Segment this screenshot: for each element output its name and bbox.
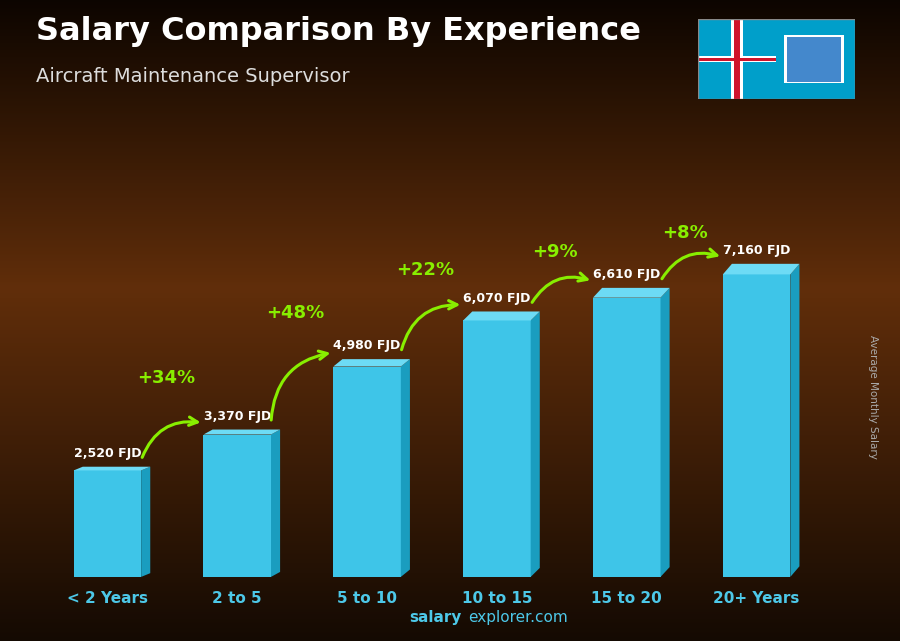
Text: Salary Comparison By Experience: Salary Comparison By Experience: [36, 16, 641, 47]
Polygon shape: [661, 288, 670, 577]
Bar: [784, 35, 844, 83]
Text: 3,370 FJD: 3,370 FJD: [203, 410, 271, 423]
Polygon shape: [400, 359, 410, 577]
Text: 2,520 FJD: 2,520 FJD: [74, 447, 141, 460]
Text: 6,070 FJD: 6,070 FJD: [464, 292, 531, 304]
Text: salary: salary: [410, 610, 462, 625]
Bar: [734, 19, 740, 99]
Bar: [731, 19, 743, 99]
Polygon shape: [333, 367, 400, 577]
Polygon shape: [593, 288, 670, 297]
Text: explorer.com: explorer.com: [468, 610, 568, 625]
Text: +9%: +9%: [533, 243, 578, 261]
Text: +34%: +34%: [137, 369, 195, 387]
Polygon shape: [723, 274, 790, 577]
Text: Average Monthly Salary: Average Monthly Salary: [868, 335, 878, 460]
Polygon shape: [203, 429, 280, 435]
Bar: [788, 37, 841, 81]
Polygon shape: [790, 264, 799, 577]
Polygon shape: [333, 359, 410, 367]
Text: Aircraft Maintenance Supervisor: Aircraft Maintenance Supervisor: [36, 67, 349, 87]
Text: 7,160 FJD: 7,160 FJD: [723, 244, 790, 257]
Polygon shape: [531, 312, 540, 577]
Text: +22%: +22%: [396, 262, 454, 279]
Polygon shape: [203, 435, 271, 577]
Polygon shape: [593, 297, 661, 577]
Polygon shape: [141, 467, 150, 577]
Polygon shape: [464, 320, 531, 577]
Bar: [698, 56, 776, 63]
Polygon shape: [723, 264, 799, 274]
Polygon shape: [74, 467, 150, 470]
Polygon shape: [464, 312, 540, 320]
Text: 4,980 FJD: 4,980 FJD: [334, 339, 400, 353]
Text: 6,610 FJD: 6,610 FJD: [593, 268, 661, 281]
Polygon shape: [271, 429, 280, 577]
Polygon shape: [74, 470, 141, 577]
Bar: [698, 58, 776, 61]
Text: +48%: +48%: [266, 304, 325, 322]
Text: +8%: +8%: [662, 224, 708, 242]
